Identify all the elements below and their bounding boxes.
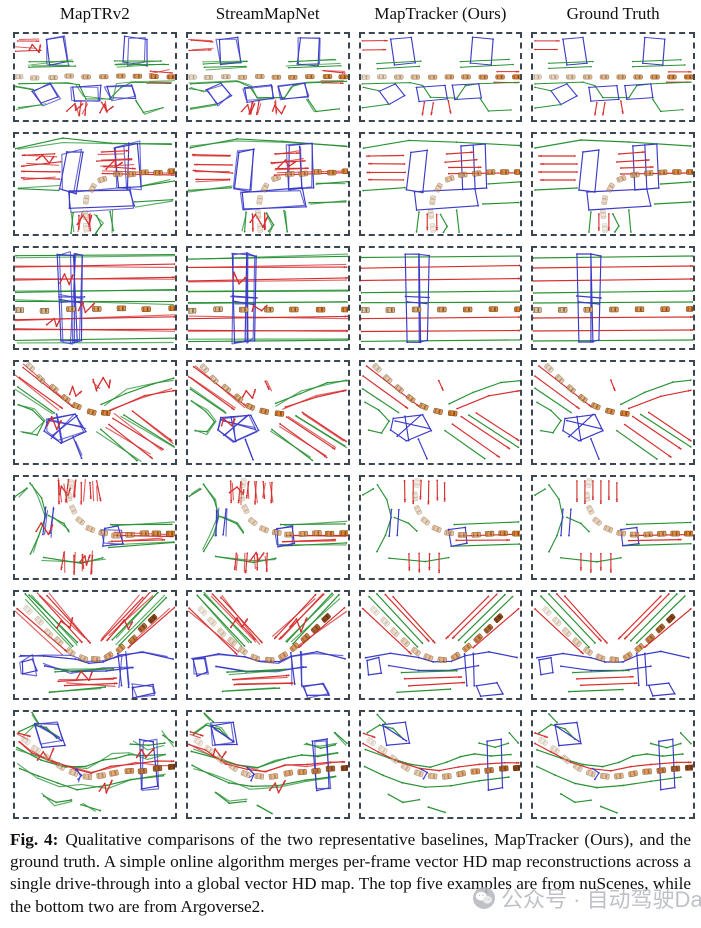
map-panel-r1-c1 [13, 32, 177, 122]
map-panel-r7-c4 [531, 710, 695, 819]
figure-row-2 [13, 132, 695, 236]
column-header-streammapnet: StreamMapNet [215, 4, 320, 23]
map-panel-r1-c3 [358, 32, 523, 122]
map-panel-r2-c2 [185, 132, 350, 236]
figure-row-3 [13, 246, 695, 350]
map-panel-r4-c4 [531, 360, 695, 465]
map-panel-r7-c3 [358, 710, 523, 819]
figure-row-5 [13, 475, 695, 580]
map-panel-r2-c3 [358, 132, 523, 236]
map-panel-r3-c1 [13, 246, 177, 350]
map-panel-r4-c1 [13, 360, 177, 465]
map-panel-r2-c1 [13, 132, 177, 236]
map-panel-r6-c2 [185, 590, 350, 700]
map-panel-r5-c3 [358, 475, 523, 580]
map-panel-r3-c2 [185, 246, 350, 350]
map-panel-r1-c2 [185, 32, 350, 122]
map-panel-r6-c4 [531, 590, 695, 700]
map-panel-r7-c1 [13, 710, 177, 819]
map-panel-r5-c4 [531, 475, 695, 580]
map-panel-r7-c2 [185, 710, 350, 819]
caption-label: Fig. 4: [10, 830, 59, 849]
map-panel-r4-c3 [358, 360, 523, 465]
column-header-ground-truth: Ground Truth [566, 4, 660, 23]
map-panel-r4-c2 [185, 360, 350, 465]
map-panel-r6-c1 [13, 590, 177, 700]
figure-row-7 [13, 710, 695, 819]
figure-row-1 [13, 32, 695, 122]
figure-row-4 [13, 360, 695, 465]
column-headers: MapTRv2 StreamMapNet MapTracker (Ours) G… [0, 0, 701, 27]
map-panel-r5-c2 [185, 475, 350, 580]
map-panel-r5-c1 [13, 475, 177, 580]
map-panel-r1-c4 [531, 32, 695, 122]
map-panel-r3-c4 [531, 246, 695, 350]
caption-text: Qualitative comparisons of the two repre… [10, 830, 692, 916]
map-panel-r3-c3 [358, 246, 523, 350]
column-header-maptrv2: MapTRv2 [59, 4, 130, 23]
map-panel-r2-c4 [531, 132, 695, 236]
column-header-maptracker: MapTracker (Ours) [374, 4, 507, 23]
figure-row-6 [13, 590, 695, 700]
figure-grid [0, 27, 701, 819]
map-panel-r6-c3 [358, 590, 523, 700]
figure-caption: Fig. 4: Qualitative comparisons of the tw… [10, 829, 691, 918]
